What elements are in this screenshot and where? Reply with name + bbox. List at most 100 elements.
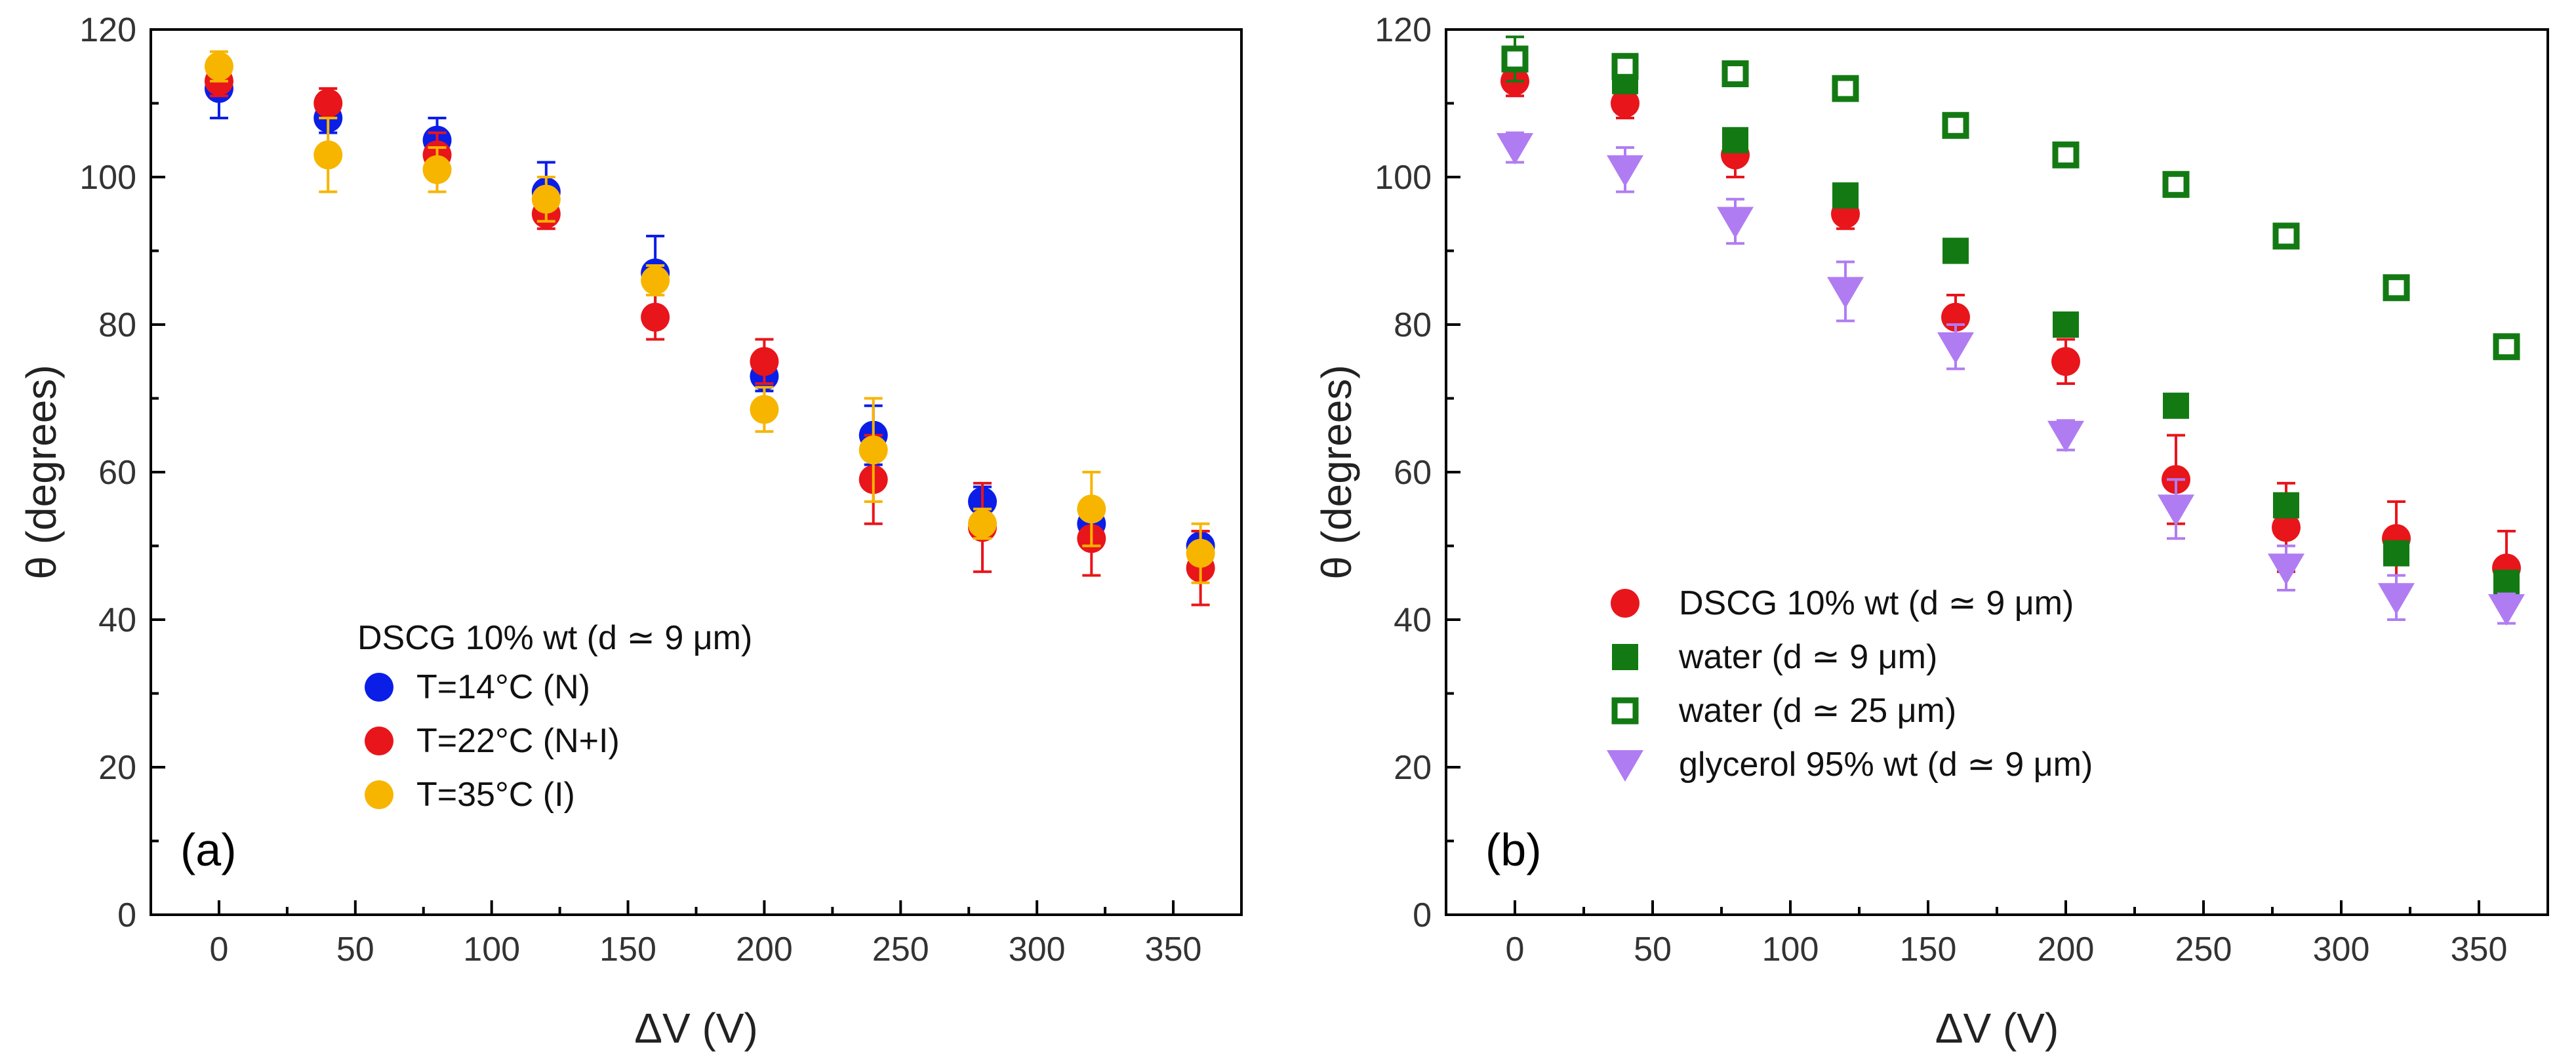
legend-entry: T=22°C (N+I) <box>416 722 620 760</box>
data-point <box>1611 52 1639 80</box>
panel-b-series-2 <box>1501 35 2520 361</box>
panel-a-y-tick-label: 80 <box>98 306 136 344</box>
legend-marker <box>365 780 393 809</box>
panel-a-chart: 0 50 100 150 200 250 300 350 0 20 40 60 80 100 120 ΔV (… <box>18 11 1243 1052</box>
data-point <box>1721 60 1749 87</box>
data-point <box>1832 75 1859 102</box>
panel-b-series-0 <box>1500 65 2521 607</box>
panel-a-y-tick-label: 60 <box>98 454 136 492</box>
panel-b-y-tick-label: 40 <box>1394 601 1432 639</box>
panel-a-y-tick-label: 20 <box>98 749 136 787</box>
panel-b-legend: DSCG 10% wt (d ≃ 9 μm) water (d ≃ 9 μm) wa… <box>1607 584 2093 784</box>
data-point <box>531 184 561 214</box>
panel-b-x-tick-label: 100 <box>1762 930 1819 969</box>
data-point <box>313 140 343 170</box>
panel-b-x-tick-label: 150 <box>1900 930 1957 969</box>
panel-a-x-tick-label: 250 <box>872 930 929 969</box>
data-point <box>313 89 343 118</box>
panel-a-y-tick-label: 120 <box>79 11 136 49</box>
panel-b-x-tick-label: 250 <box>2175 930 2232 969</box>
data-point <box>2163 392 2189 419</box>
panel-a-y-tick-label: 100 <box>79 159 136 197</box>
panel-a-x-tick-label: 200 <box>736 930 793 969</box>
data-point <box>1186 538 1215 568</box>
panel-b-y-tick-label: 120 <box>1375 11 1432 49</box>
data-point <box>2272 222 2300 250</box>
panel-b-y-tick-label: 20 <box>1394 749 1432 787</box>
legend-entry: water (d ≃ 25 μm) <box>1678 692 1956 730</box>
data-point <box>2383 274 2410 302</box>
panel-a-x-tick-label: 100 <box>463 930 520 969</box>
panel-b-y-tick-label: 80 <box>1394 306 1432 344</box>
data-point <box>2488 594 2525 626</box>
data-point <box>1937 332 1974 364</box>
panel-a-y-axis-label: θ (degrees) <box>18 365 65 579</box>
legend-marker <box>365 727 393 755</box>
data-point <box>2378 583 2415 615</box>
data-point <box>1722 127 1748 153</box>
legend-entry: T=35°C (I) <box>416 776 575 814</box>
panel-b-chart: 0 50 100 150 200 250 300 350 0 20 40 60 80 100 120 ΔV (… <box>1313 11 2549 1052</box>
panel-b-series-3 <box>1497 131 2525 626</box>
panel-b-panel-label: (b) <box>1485 824 1542 875</box>
data-point <box>422 155 452 184</box>
data-point <box>858 435 888 465</box>
panel-b-y-tick-label: 60 <box>1394 454 1432 492</box>
data-point <box>2273 492 2299 519</box>
data-point <box>2493 333 2520 361</box>
panel-b-x-tick-label: 300 <box>2313 930 2370 969</box>
data-point <box>1501 45 1529 73</box>
data-point <box>750 347 779 376</box>
panel-a-x-axis-label: ΔV (V) <box>634 1005 758 1052</box>
data-point <box>1942 111 1969 139</box>
legend-entry: water (d ≃ 9 μm) <box>1678 638 1937 676</box>
panel-a-legend: DSCG 10% wt (d ≃ 9 μm) T=14°C (N) T=22°C (… <box>357 619 752 814</box>
data-point <box>2158 494 2194 527</box>
data-point <box>1832 182 1859 209</box>
panel-a-x-tick-label: 0 <box>209 930 228 969</box>
legend-marker <box>1607 750 1643 782</box>
data-point <box>2272 513 2301 542</box>
panel-a-x-tick-label: 150 <box>599 930 656 969</box>
panel-a-plot-frame <box>150 28 1243 916</box>
data-point <box>2052 141 2080 169</box>
panel-a-x-tick-label: 350 <box>1145 930 1202 969</box>
data-point <box>1497 133 1533 165</box>
legend-entry: glycerol 95% wt (d ≃ 9 μm) <box>1679 746 2093 784</box>
legend-marker <box>365 673 393 702</box>
data-point <box>204 52 233 81</box>
data-point <box>2051 347 2080 376</box>
legend-marker <box>1611 589 1640 618</box>
panel-a-y-tick-label: 0 <box>117 896 136 934</box>
data-point <box>2162 170 2190 198</box>
panel-a-y-tick-label: 40 <box>98 601 136 639</box>
data-point <box>750 395 779 424</box>
data-point <box>1942 237 1969 264</box>
panel-a-series-0 <box>204 58 1215 562</box>
panel-a-x-tick-label: 300 <box>1009 930 1066 969</box>
panel-a-panel-label: (a) <box>180 824 237 875</box>
data-point <box>2493 569 2520 596</box>
panel-a-x-tick-label: 50 <box>336 930 374 969</box>
panel-b-series-1 <box>1502 46 2520 596</box>
panel-b-x-tick-label: 50 <box>1634 930 1672 969</box>
legend-title: DSCG 10% wt (d ≃ 9 μm) <box>357 619 752 657</box>
panel-b-x-tick-label: 350 <box>2451 930 2508 969</box>
panel-a-series-1 <box>204 65 1215 607</box>
data-point <box>1827 277 1864 309</box>
data-point <box>1077 494 1106 524</box>
panel-b-x-tick-label: 0 <box>1506 930 1525 969</box>
data-point <box>2268 553 2304 586</box>
panel-b-y-tick-label: 0 <box>1413 896 1432 934</box>
panel-b-x-tick-label: 200 <box>2038 930 2095 969</box>
legend-entry: T=14°C (N) <box>416 668 590 706</box>
panel-a-series-2 <box>204 50 1215 584</box>
data-point <box>2383 540 2409 567</box>
legend-marker <box>1612 644 1638 670</box>
panel-b-y-axis-label: θ (degrees) <box>1313 365 1360 579</box>
data-point <box>968 509 997 538</box>
data-point <box>641 266 670 295</box>
data-point <box>2053 311 2079 338</box>
data-point <box>1611 89 1640 118</box>
